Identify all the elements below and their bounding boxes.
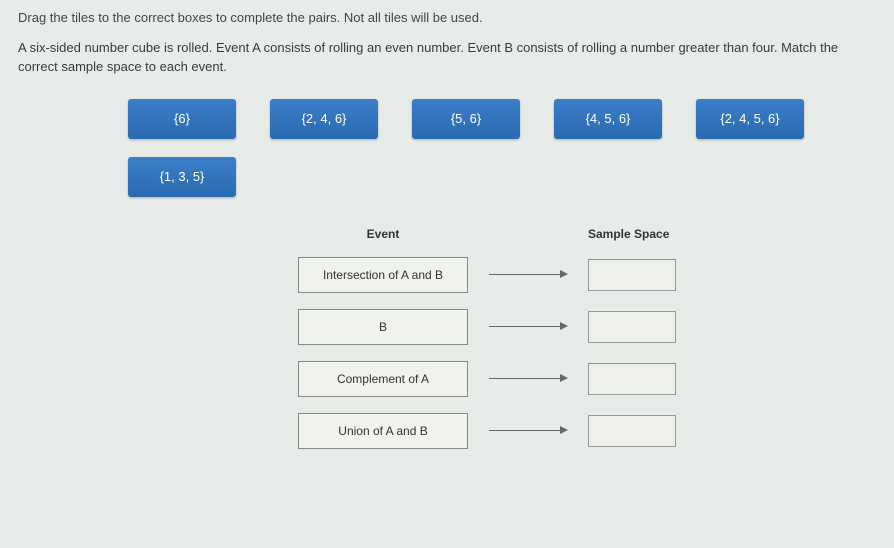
problem-line-1: A six-sided number cube is rolled. Event…	[18, 40, 838, 55]
drop-target[interactable]	[588, 415, 676, 447]
tile[interactable]: {2, 4, 5, 6}	[696, 99, 804, 139]
event-box: Intersection of A and B	[298, 257, 468, 293]
drop-target[interactable]	[588, 259, 676, 291]
problem-text: A six-sided number cube is rolled. Event…	[18, 39, 876, 77]
tile[interactable]: {4, 5, 6}	[554, 99, 662, 139]
arrow	[468, 274, 588, 275]
event-box: B	[298, 309, 468, 345]
drop-target[interactable]	[588, 363, 676, 395]
drop-target[interactable]	[588, 311, 676, 343]
header-event: Event	[298, 227, 468, 241]
pair-row: Complement of A	[298, 361, 778, 397]
problem-line-2: correct sample space to each event.	[18, 59, 227, 74]
pair-row: B	[298, 309, 778, 345]
tile[interactable]: {6}	[128, 99, 236, 139]
event-box: Union of A and B	[298, 413, 468, 449]
pair-row: Union of A and B	[298, 413, 778, 449]
tile[interactable]: {5, 6}	[412, 99, 520, 139]
tile[interactable]: {2, 4, 6}	[270, 99, 378, 139]
instruction-text: Drag the tiles to the correct boxes to c…	[18, 10, 876, 25]
pair-row: Intersection of A and B	[298, 257, 778, 293]
tile[interactable]: {1, 3, 5}	[128, 157, 236, 197]
header-sample-space: Sample Space	[588, 227, 669, 241]
arrow	[468, 326, 588, 327]
event-box: Complement of A	[298, 361, 468, 397]
match-area: Event Sample Space Intersection of A and…	[298, 227, 778, 449]
arrow	[468, 430, 588, 431]
tile-row-1: {6} {2, 4, 6} {5, 6} {4, 5, 6} {2, 4, 5,…	[128, 99, 876, 139]
tile-row-2: {1, 3, 5}	[128, 157, 876, 197]
arrow	[468, 378, 588, 379]
column-headers: Event Sample Space	[298, 227, 778, 241]
